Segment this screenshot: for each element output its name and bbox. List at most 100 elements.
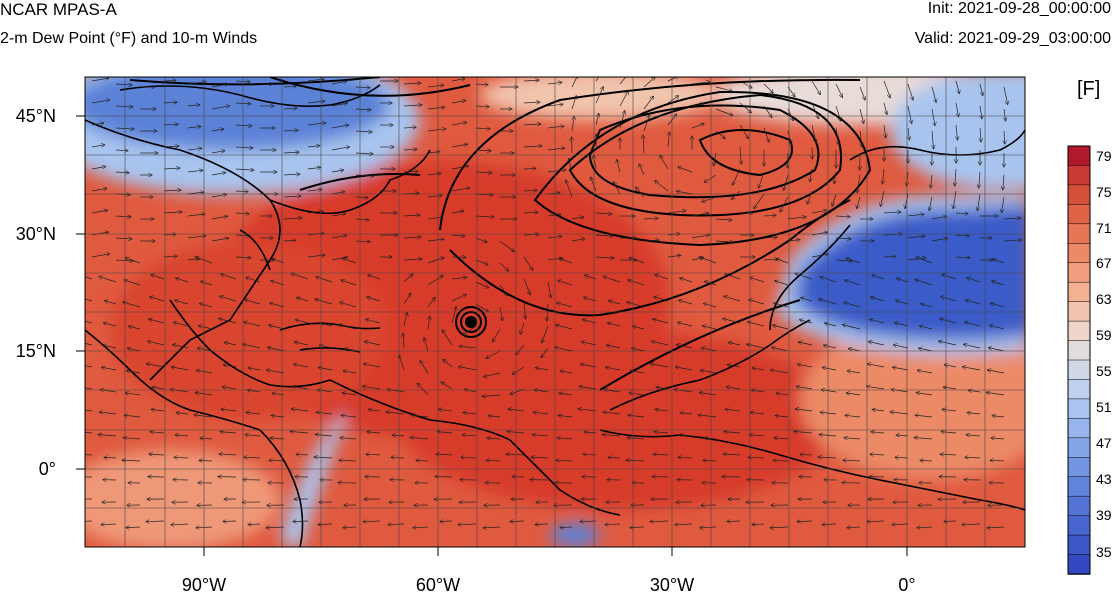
wind-arrow (91, 78, 109, 82)
wind-arrow (739, 102, 751, 113)
wind-arrow (451, 122, 467, 126)
wind-arrow (679, 435, 693, 436)
wind-arrow (819, 435, 837, 437)
wind-arrow (715, 86, 733, 91)
wind-arrow (630, 371, 645, 374)
wind-arrow (908, 127, 909, 140)
wind-arrow (967, 413, 981, 415)
wind-arrow (219, 454, 237, 455)
wind-arrow (499, 240, 514, 252)
wind-arrow (427, 239, 444, 241)
wind-arrow (368, 410, 381, 412)
wind-arrow (172, 345, 189, 349)
colorbar-label: 51 (1096, 399, 1112, 415)
colorbar-swatch (1067, 340, 1091, 361)
wind-arrow (676, 191, 693, 195)
wind-arrow (151, 409, 165, 411)
wind-arrow (187, 170, 203, 172)
wind-arrow (643, 115, 650, 132)
wind-arrow (931, 238, 948, 242)
wind-arrow (986, 392, 1005, 396)
wind-arrow (965, 457, 981, 458)
wind-arrow (1003, 218, 1021, 219)
lon-label-0: 0° (898, 575, 916, 595)
wind-arrow (531, 457, 549, 458)
wind-arrow (704, 303, 717, 308)
wind-arrow (715, 241, 733, 242)
wind-arrow (655, 181, 669, 192)
wind-arrow (176, 413, 189, 414)
wind-arrow (554, 347, 573, 352)
wind-arrow (843, 460, 861, 461)
wind-arrow (752, 368, 765, 370)
wind-arrow (811, 254, 829, 258)
wind-arrow (1004, 130, 1005, 144)
wind-arrow (292, 387, 309, 390)
wind-arrow (962, 367, 981, 371)
wind-arrow (884, 124, 886, 138)
wind-arrow (201, 281, 213, 286)
wind-arrow (235, 257, 251, 258)
wind-arrow (486, 350, 501, 359)
wind-arrow (427, 129, 446, 132)
wind-arrow (723, 319, 741, 324)
wind-arrow (872, 410, 885, 412)
wind-arrow (315, 435, 333, 437)
wind-arrow (266, 527, 285, 528)
wind-arrow (940, 454, 957, 455)
wind-arrow (221, 274, 237, 280)
wind-arrow (451, 144, 468, 148)
wind-arrow (386, 412, 405, 414)
wind-arrow (579, 386, 597, 390)
wind-arrow (591, 177, 597, 192)
colorbar-frame (1067, 145, 1091, 575)
colorbar-swatch (1067, 145, 1091, 167)
wind-arrow (533, 412, 549, 414)
wind-arrow (728, 342, 741, 346)
wind-arrow (931, 86, 936, 102)
wind-arrow (320, 323, 333, 327)
wind-arrow (547, 170, 566, 173)
wind-arrow (940, 319, 957, 324)
wind-arrow (965, 322, 981, 327)
wind-arrow (475, 84, 488, 85)
wind-arrow (367, 432, 381, 433)
wind-arrow (547, 104, 563, 106)
wind-arrow (486, 460, 501, 461)
wind-arrow (297, 298, 309, 302)
wind-arrow (603, 412, 621, 414)
wind-arrow (535, 368, 549, 370)
wind-arrow (628, 415, 645, 417)
wind-arrow (776, 393, 789, 395)
wind-arrow (848, 349, 861, 352)
wind-arrow (962, 524, 981, 525)
wind-arrow (784, 174, 789, 190)
wind-arrow (872, 275, 885, 280)
wind-arrow (91, 123, 104, 125)
wind-arrow (966, 435, 981, 436)
wind-arrow (871, 432, 885, 433)
wind-arrow (451, 277, 467, 279)
wind-arrow (483, 527, 501, 528)
wind-arrow (653, 319, 669, 324)
wind-arrow (392, 435, 405, 436)
wind-arrow (516, 344, 525, 355)
wind-arrow (660, 155, 669, 170)
wind-arrow (187, 126, 201, 128)
wind-arrow (163, 256, 177, 257)
wind-arrow (163, 102, 177, 103)
wind-arrow (727, 521, 741, 522)
wind-arrow (342, 393, 357, 395)
wind-arrow (867, 364, 885, 368)
wind-arrow (101, 367, 117, 371)
wind-arrow (992, 281, 1005, 286)
wind-arrow (881, 190, 885, 207)
wind-arrow (595, 257, 614, 258)
wind-arrow (843, 325, 861, 330)
wind-arrow (787, 217, 806, 220)
wind-arrow (819, 299, 837, 305)
wind-arrow (571, 217, 584, 219)
wind-arrow (724, 296, 741, 302)
colorbar-swatch (1067, 301, 1091, 322)
wind-arrow (451, 101, 466, 104)
